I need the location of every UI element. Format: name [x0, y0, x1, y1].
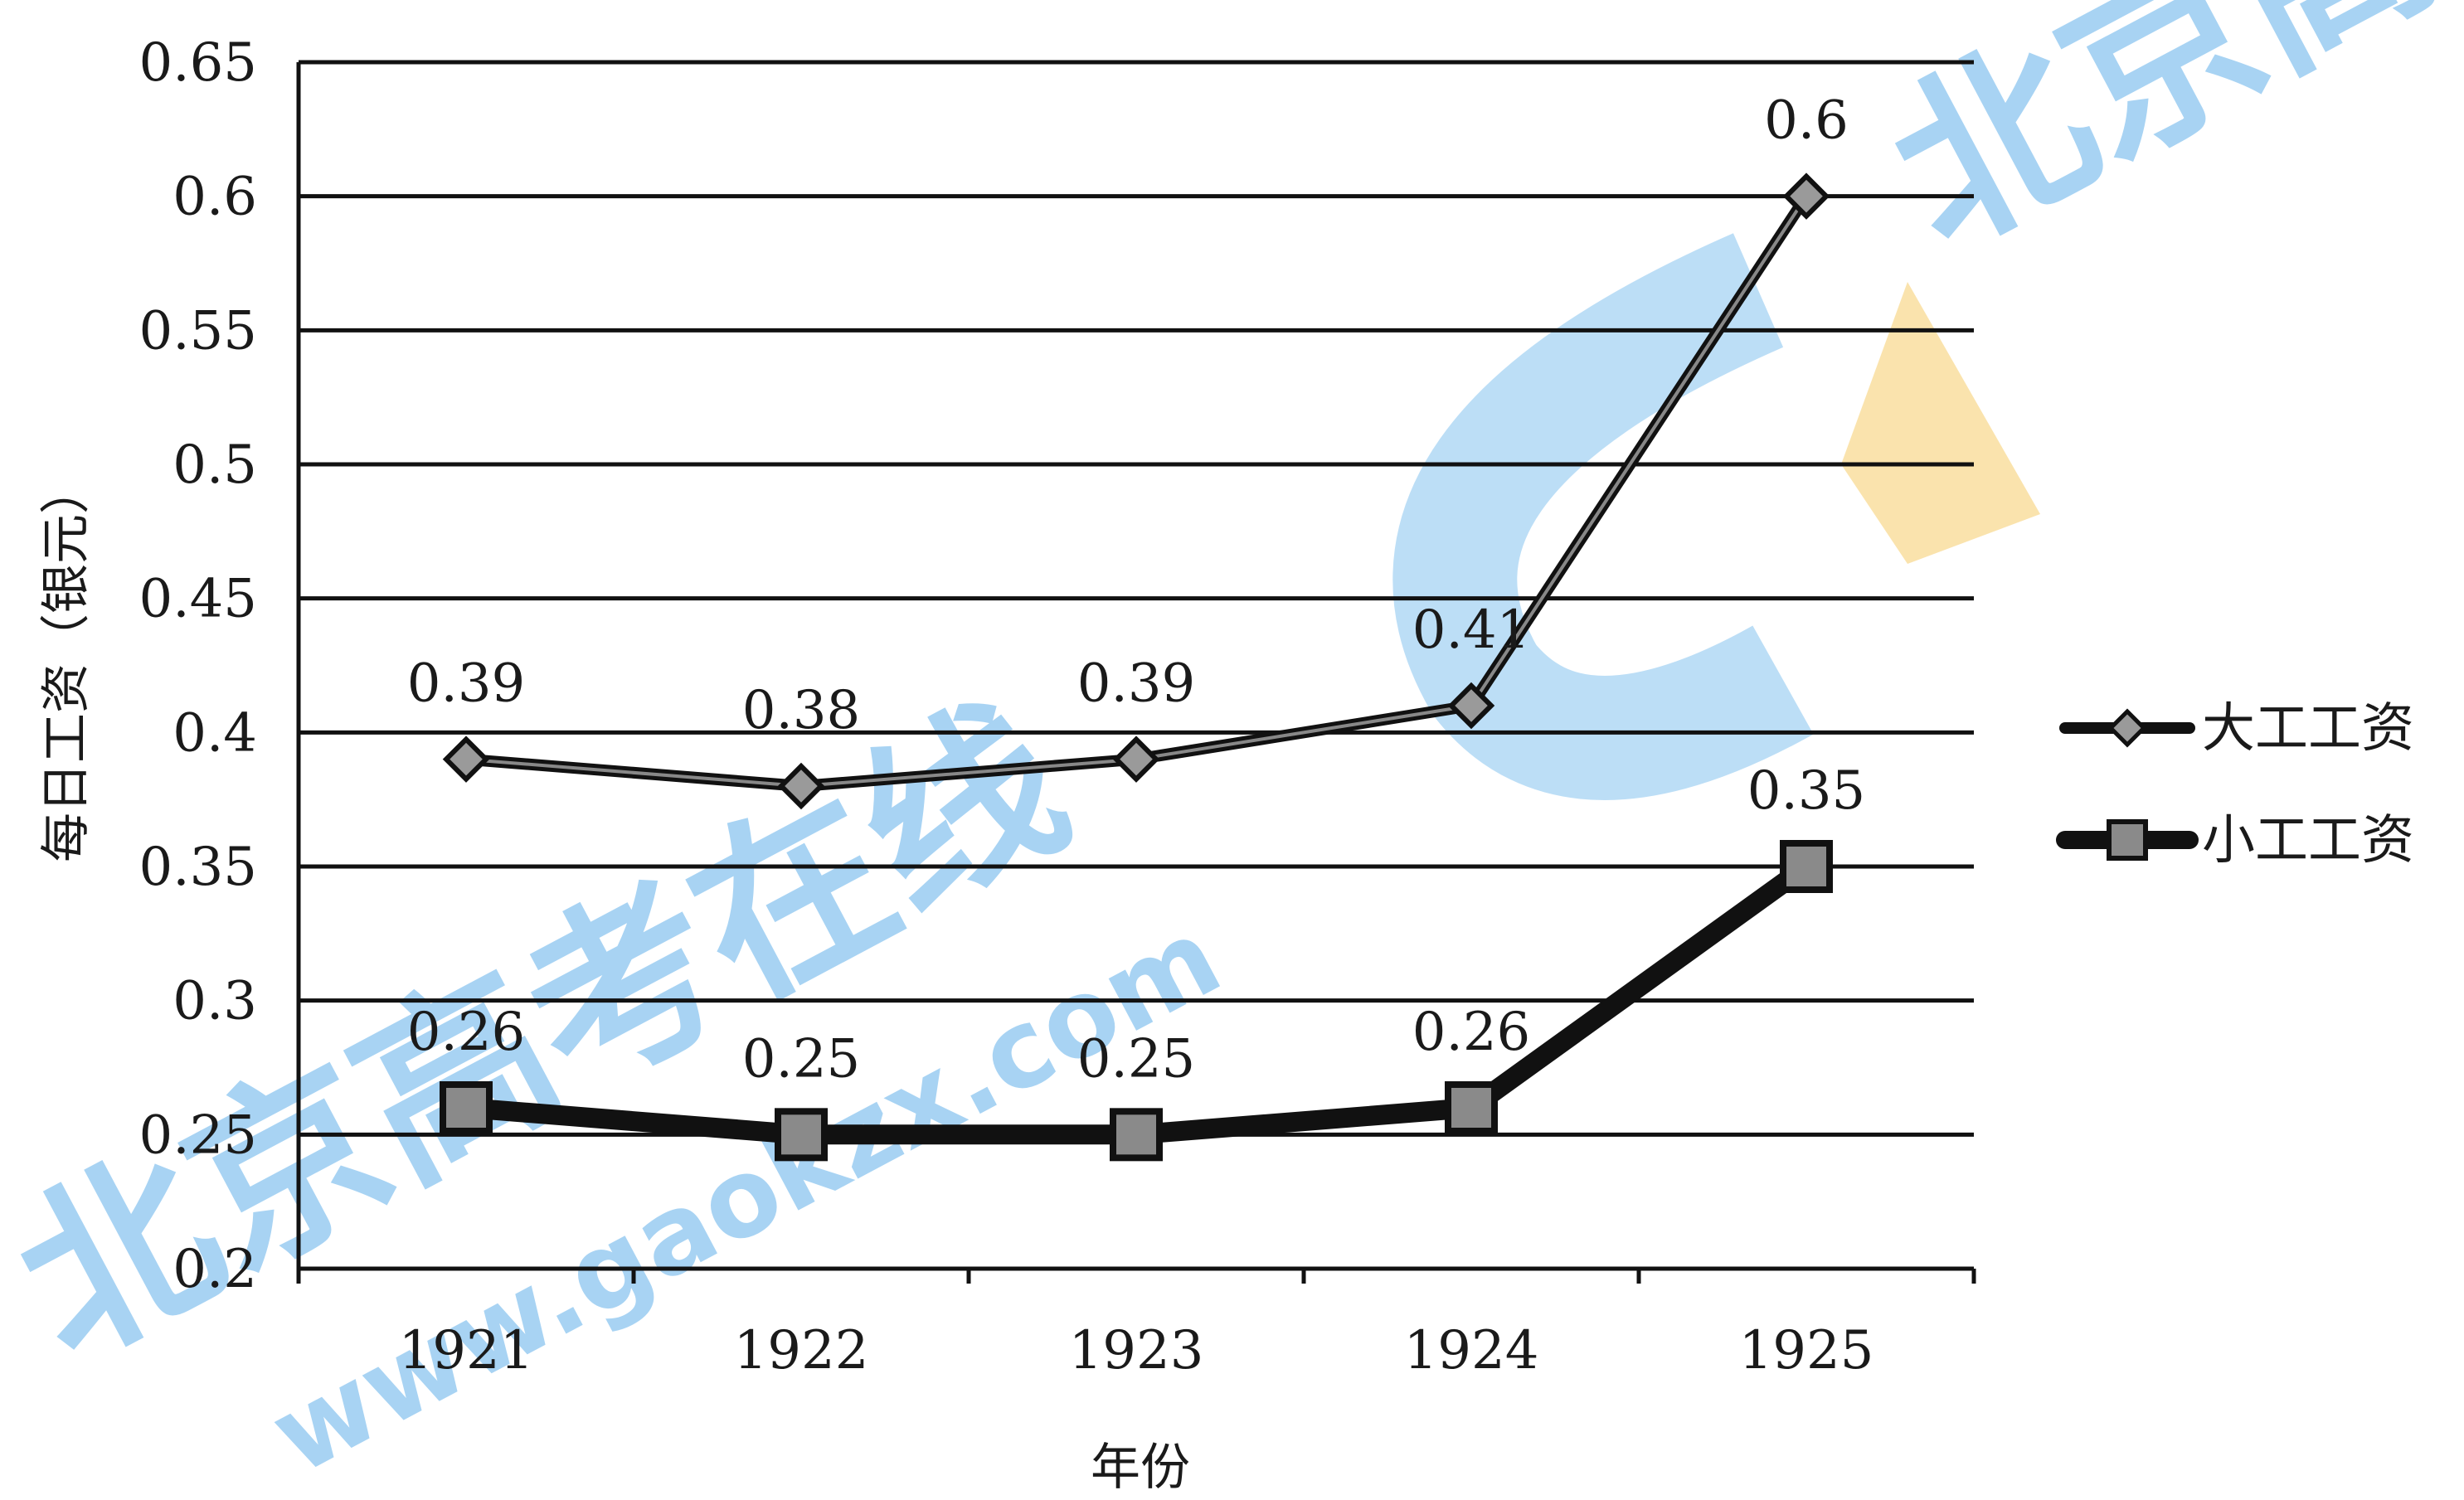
- data-point-square: [775, 1108, 828, 1162]
- x-tick-labels: 1921 1922 1923 1924 1925: [399, 1320, 1874, 1381]
- data-label: 0.39: [1077, 653, 1196, 715]
- x-tick-label: 1924: [1404, 1320, 1539, 1381]
- data-label: 0.38: [742, 680, 861, 741]
- data-label: 0.41: [1412, 600, 1531, 661]
- y-tick-label: 0.45: [139, 569, 258, 630]
- x-tick-label: 1921: [399, 1320, 534, 1381]
- data-point-square: [440, 1081, 493, 1134]
- x-tick-label: 1925: [1739, 1320, 1874, 1381]
- data-label: 0.25: [1077, 1028, 1196, 1090]
- data-labels: 0.39 0.38 0.39 0.41 0.6 0.26 0.25 0.25 0.26 0.35: [407, 90, 1866, 1090]
- x-tick-label: 1922: [734, 1320, 869, 1381]
- legend-label: 大工工资: [2202, 698, 2414, 760]
- series: [440, 172, 1833, 1162]
- watermark-text-top: 北京高考在线: [1858, 0, 2464, 289]
- y-axis-title: 每日工资（银元）: [37, 464, 95, 862]
- data-label: 0.26: [1412, 1002, 1531, 1063]
- data-label: 0.35: [1747, 760, 1866, 822]
- data-point-diamond: [442, 735, 490, 783]
- data-label: 0.6: [1764, 90, 1849, 152]
- watermark-orange-chevron: [1841, 282, 2040, 564]
- data-point-diamond: [1112, 735, 1160, 783]
- y-tick-label: 0.3: [173, 971, 257, 1032]
- data-point-square: [1445, 1081, 1498, 1134]
- y-tick-label: 0.35: [139, 837, 258, 898]
- data-point-square: [1110, 1108, 1163, 1162]
- data-label: 0.25: [742, 1028, 861, 1090]
- y-tick-label: 0.65: [139, 32, 258, 94]
- data-point-square: [1780, 840, 1833, 893]
- data-point-diamond: [1782, 172, 1830, 220]
- y-tick-label: 0.5: [173, 434, 257, 496]
- y-tick-label: 0.25: [139, 1104, 258, 1166]
- y-tick-label: 0.6: [173, 167, 257, 228]
- legend-marker-diamond: [2107, 708, 2147, 748]
- data-point-diamond: [777, 762, 825, 810]
- y-tick-label: 0.55: [139, 300, 258, 362]
- x-axis-title: 年份: [1091, 1439, 1190, 1497]
- y-tick-label: 0.2: [173, 1239, 257, 1300]
- x-tick-label: 1923: [1069, 1320, 1204, 1381]
- data-point-diamond: [1447, 682, 1495, 730]
- data-label: 0.39: [407, 653, 526, 715]
- y-tick-label: 0.4: [173, 702, 257, 764]
- legend-marker-square: [2107, 819, 2148, 861]
- legend-label: 小工工资: [2202, 810, 2414, 871]
- data-label: 0.26: [407, 1002, 526, 1063]
- watermark-blue-arc: [1392, 233, 1814, 800]
- y-tick-labels: 0.2 0.25 0.3 0.35 0.4 0.45 0.5 0.55 0.6 0.65: [139, 32, 258, 1300]
